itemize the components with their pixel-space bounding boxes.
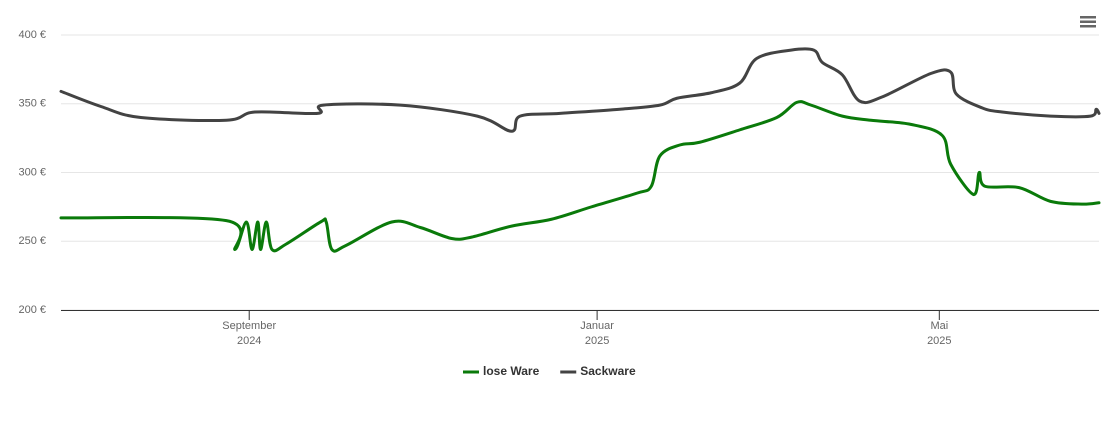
x-tick-label: Januar bbox=[580, 320, 614, 332]
line bbox=[59, 47, 1101, 133]
legend-text[interactable]: Sackware bbox=[580, 364, 636, 378]
x-tick-label: 2025 bbox=[585, 335, 609, 347]
y-tick-label: 250 € bbox=[18, 235, 46, 247]
y-tick-label: 400 € bbox=[18, 29, 46, 41]
menu-button[interactable] bbox=[1078, 12, 1098, 32]
x-tick-label: 2024 bbox=[237, 335, 261, 347]
x-tick-label: September bbox=[222, 320, 276, 332]
line bbox=[59, 100, 1101, 253]
x-tick-label: Mai bbox=[930, 320, 948, 332]
x-tick-label: 2025 bbox=[927, 335, 951, 347]
legend-text[interactable]: lose Ware bbox=[483, 364, 540, 378]
y-tick-label: 350 € bbox=[18, 98, 46, 110]
y-tick-label: 300 € bbox=[18, 166, 46, 178]
y-tick-label: 200 € bbox=[18, 304, 46, 316]
